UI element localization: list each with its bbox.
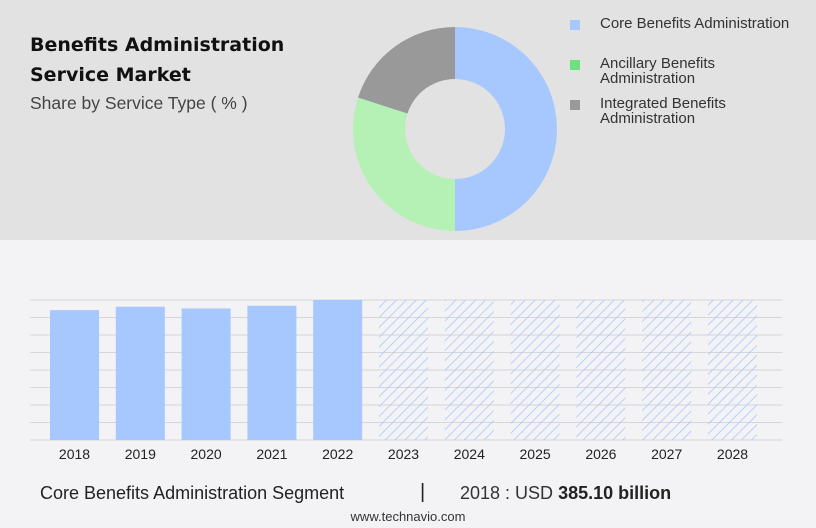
bar-chart: 2018 2019 2020 2021 2022 2023 2024 2025 2026 2027… — [30, 299, 782, 462]
footer-value-text: 2018 : USD 385.10 billion — [460, 483, 671, 504]
footer-segment-label: Core Benefits Administration Segment — [40, 483, 345, 503]
x-tick-label-2026: 2026 — [585, 446, 616, 462]
donut-chart — [353, 27, 557, 231]
footer-value-amount: 385.10 billion — [558, 483, 672, 503]
forecast-bar-2028 — [708, 300, 757, 440]
bar-2019 — [115, 306, 165, 440]
forecast-bar-2025 — [510, 300, 560, 440]
legend-label-core: Core Benefits Administration — [600, 15, 790, 32]
bar-2020 — [181, 308, 231, 440]
chart-subtitle: Share by Service Type ( % ) — [30, 93, 248, 113]
legend-swatch-ancillary — [570, 60, 580, 70]
x-tick-label-2022: 2022 — [322, 446, 353, 462]
chart-title: Benefits Administration Service Market — [30, 34, 285, 86]
bar-2022 — [313, 300, 363, 440]
donut-slice-2 — [353, 97, 455, 231]
x-tick-label-2018: 2018 — [59, 446, 90, 462]
forecast-bar-2024 — [444, 300, 494, 440]
source-link[interactable]: www.technavio.com — [350, 509, 466, 524]
forecast-bar-2026 — [576, 300, 626, 440]
forecast-bar-2027 — [642, 300, 692, 440]
bar-2018 — [50, 310, 99, 440]
legend-label-ancillary: Ancillary Benefits Administration — [600, 55, 716, 87]
legend-swatch-core — [570, 20, 580, 30]
forecast-bar-2023 — [379, 300, 428, 440]
x-tick-label-2021: 2021 — [256, 446, 287, 462]
x-tick-label-2027: 2027 — [651, 446, 682, 462]
footer-divider: | — [420, 481, 426, 503]
x-tick-label-2020: 2020 — [191, 446, 222, 462]
x-tick-label-2024: 2024 — [454, 446, 485, 462]
legend-swatch-integrated — [570, 100, 580, 110]
donut-slice-3 — [357, 27, 455, 114]
bar-2021 — [247, 305, 297, 440]
x-tick-label-2023: 2023 — [388, 446, 419, 462]
legend-label-integrated: Integrated Benefits Administration — [600, 95, 726, 127]
x-tick-label-2028: 2028 — [717, 446, 748, 462]
footer-value-prefix: 2018 : USD — [460, 483, 554, 503]
x-tick-label-2019: 2019 — [125, 446, 156, 462]
x-tick-label-2025: 2025 — [520, 446, 551, 462]
donut-slice-1 — [455, 27, 557, 231]
